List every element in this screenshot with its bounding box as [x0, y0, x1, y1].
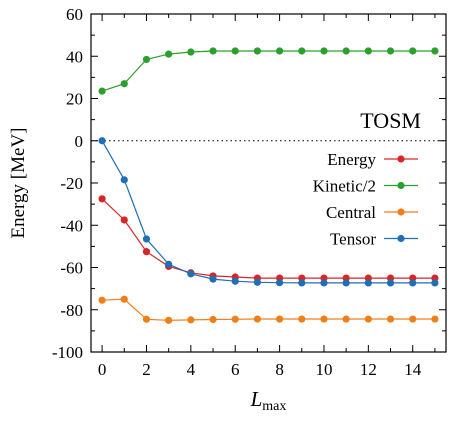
series-tensor	[98, 137, 439, 287]
data-point-central	[209, 315, 217, 324]
x-tick-label: 2	[142, 360, 151, 379]
y-tick-label: 20	[66, 90, 83, 109]
plot-frame	[90, 13, 447, 353]
data-point-tensor	[431, 279, 439, 287]
data-point-kinetic-2	[142, 55, 151, 64]
series-line-central	[102, 298, 435, 321]
data-point-tensor	[409, 279, 417, 287]
data-point-kinetic-2	[364, 47, 372, 55]
data-point-central	[431, 315, 439, 323]
x-tick-label: 14	[404, 360, 422, 379]
x-tick-label: 8	[275, 360, 284, 379]
data-point-tensor	[364, 279, 372, 287]
legend-label-energy: Energy	[327, 150, 376, 169]
plot-area: -100 -80 -60 -40 -20 0 20 40 60 0 2 4 6 8 10 12 14 TOSM En…	[8, 5, 447, 414]
y-axis-label: Energy [MeV]	[8, 128, 29, 239]
data-point-tensor	[120, 176, 128, 184]
y-tick-label: -40	[60, 216, 83, 235]
data-point-tensor	[386, 279, 395, 287]
data-point-tensor	[320, 279, 328, 287]
data-point-energy	[98, 195, 106, 203]
legend-marker-central	[397, 208, 405, 216]
y-tick-label: 40	[66, 47, 83, 66]
data-point-tensor	[209, 275, 217, 283]
data-point-central	[253, 315, 262, 323]
legend: Energy Kinetic/2 Central Tensor	[313, 150, 418, 249]
data-point-energy	[120, 216, 128, 224]
data-point-kinetic-2	[342, 47, 350, 55]
y-tick-label: -100	[52, 343, 83, 362]
data-point-kinetic-2	[320, 47, 328, 55]
legend-marker-tensor	[397, 234, 405, 243]
y-tick-label: -20	[60, 174, 83, 193]
data-point-tensor	[298, 279, 306, 287]
legend-marker-kinetic-2	[397, 181, 405, 190]
data-point-central	[320, 315, 328, 323]
data-point-central	[364, 315, 372, 323]
x-tick-label: 12	[360, 360, 377, 379]
data-point-central	[165, 316, 173, 324]
x-tick-label: 10	[315, 360, 332, 379]
data-point-central	[120, 295, 128, 303]
data-point-energy	[142, 248, 151, 256]
legend-label-central: Central	[326, 203, 376, 222]
data-point-tensor	[187, 270, 195, 278]
data-point-tensor	[275, 279, 284, 287]
data-point-kinetic-2	[298, 47, 306, 55]
data-point-central	[231, 315, 239, 323]
x-tick-label: 6	[231, 360, 240, 379]
data-point-kinetic-2	[431, 47, 439, 55]
series-line-tensor	[101, 140, 435, 284]
data-point-tensor	[231, 277, 239, 285]
data-point-central	[298, 315, 306, 323]
data-point-central	[98, 296, 106, 304]
series-line-kinetic-2	[101, 50, 435, 92]
x-axis-label-main: L	[250, 387, 263, 411]
x-tick-label: 4	[187, 360, 196, 379]
legend-marker-energy	[397, 155, 405, 163]
data-point-kinetic-2	[409, 47, 417, 55]
legend-label-kinetic-2: Kinetic/2	[313, 177, 376, 196]
data-point-kinetic-2	[231, 47, 239, 55]
data-point-tensor	[98, 137, 106, 145]
y-tick-label: -80	[60, 301, 83, 320]
data-point-central	[142, 315, 151, 323]
series-kinetic-2	[98, 47, 439, 95]
data-point-central	[187, 316, 195, 324]
data-point-tensor	[342, 279, 350, 287]
data-point-tensor	[142, 235, 151, 243]
x-tick-label: 0	[98, 360, 107, 379]
data-point-central	[342, 315, 350, 323]
data-point-kinetic-2	[120, 80, 128, 88]
legend-label-tensor: Tensor	[330, 230, 376, 249]
y-tick-label: 0	[75, 132, 84, 151]
data-point-kinetic-2	[253, 47, 262, 55]
data-point-central	[409, 315, 417, 323]
data-point-central	[275, 315, 284, 323]
x-axis-label: Lmax	[250, 387, 287, 414]
series-line-energy	[101, 198, 435, 279]
data-point-kinetic-2	[275, 47, 284, 55]
data-point-kinetic-2	[209, 47, 217, 55]
data-point-kinetic-2	[98, 87, 106, 95]
chart-annotation-tosm: TOSM	[360, 108, 421, 133]
data-point-central	[386, 315, 395, 323]
data-point-kinetic-2	[386, 47, 395, 55]
data-point-kinetic-2	[187, 48, 195, 56]
x-axis-label-subscript: max	[262, 399, 286, 414]
data-point-tensor	[253, 278, 262, 286]
y-tick-label: 60	[66, 5, 83, 24]
series-central	[98, 295, 439, 324]
data-point-kinetic-2	[165, 50, 173, 58]
y-tick-label: -60	[60, 259, 83, 278]
data-point-tensor	[165, 260, 173, 268]
